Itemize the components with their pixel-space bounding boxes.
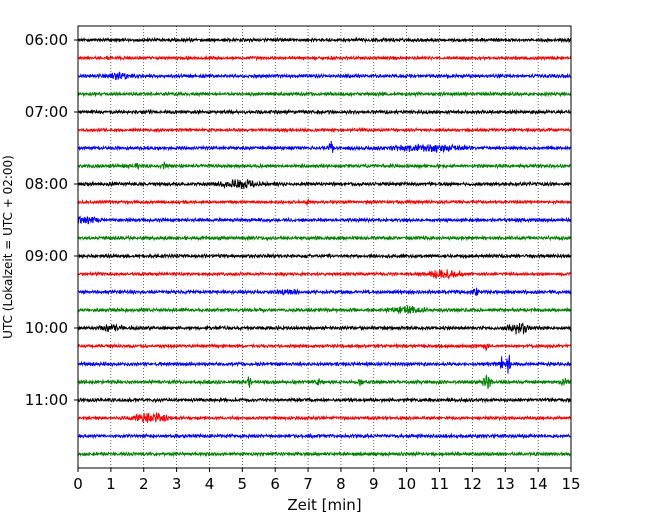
trace-0615 bbox=[77, 54, 572, 62]
y-axis-label: UTC (Lokalzeit = UTC + 02:00) bbox=[1, 155, 15, 339]
trace-0630 bbox=[77, 71, 572, 81]
seismogram-traces bbox=[77, 36, 572, 458]
y-tick-label: 07:00 bbox=[25, 103, 68, 121]
trace-0915 bbox=[77, 269, 572, 281]
trace-0830 bbox=[77, 215, 572, 225]
trace-0900 bbox=[77, 252, 572, 260]
x-tick-label: 2 bbox=[139, 475, 149, 493]
trace-1000 bbox=[77, 322, 572, 335]
trace-0715 bbox=[77, 126, 572, 134]
y-tick-label: 08:00 bbox=[25, 175, 68, 193]
x-tick-label: 4 bbox=[205, 475, 215, 493]
y-tick-label: 11:00 bbox=[25, 391, 68, 409]
trace-1045 bbox=[77, 374, 572, 389]
plot-frame bbox=[77, 25, 572, 469]
trace-0815 bbox=[77, 198, 572, 207]
x-tick-label: 7 bbox=[303, 475, 313, 493]
x-axis-ticks: 0 1 2 3 4 5 6 7 8 9 10 11 12 13 14 15 bbox=[73, 468, 581, 493]
x-tick-label: 5 bbox=[238, 475, 248, 493]
trace-0845 bbox=[77, 234, 572, 242]
trace-0730 bbox=[77, 140, 572, 154]
x-tick-label: 15 bbox=[561, 475, 580, 493]
trace-1015 bbox=[77, 342, 572, 352]
y-tick-label: 09:00 bbox=[25, 247, 68, 265]
trace-1030 bbox=[77, 354, 572, 374]
x-tick-label: 11 bbox=[430, 475, 449, 493]
trace-0800 bbox=[77, 178, 572, 190]
trace-0930 bbox=[77, 287, 572, 296]
x-tick-label: 9 bbox=[369, 475, 379, 493]
trace-0645 bbox=[77, 90, 572, 98]
x-tick-label: 0 bbox=[73, 475, 83, 493]
trace-1115 bbox=[77, 412, 572, 424]
y-axis-ticks: 06:00 07:00 08:00 09:00 10:00 11:00 bbox=[25, 31, 78, 409]
y-tick-label: 06:00 bbox=[25, 31, 68, 49]
trace-0945 bbox=[77, 305, 572, 315]
x-tick-label: 10 bbox=[397, 475, 416, 493]
trace-1145 bbox=[77, 450, 572, 458]
y-tick-label: 10:00 bbox=[25, 319, 68, 337]
x-tick-label: 12 bbox=[463, 475, 482, 493]
x-tick-label: 6 bbox=[270, 475, 280, 493]
trace-0600 bbox=[77, 36, 572, 44]
trace-0700 bbox=[77, 108, 572, 116]
trace-1100 bbox=[77, 396, 572, 404]
x-tick-label: 1 bbox=[106, 475, 116, 493]
x-tick-label: 13 bbox=[496, 475, 515, 493]
x-tick-label: 14 bbox=[529, 475, 548, 493]
x-axis-label: Zeit [min] bbox=[287, 496, 361, 514]
x-tick-label: 8 bbox=[336, 475, 346, 493]
trace-1130 bbox=[77, 432, 572, 440]
x-tick-label: 3 bbox=[172, 475, 182, 493]
trace-0745 bbox=[77, 160, 572, 171]
